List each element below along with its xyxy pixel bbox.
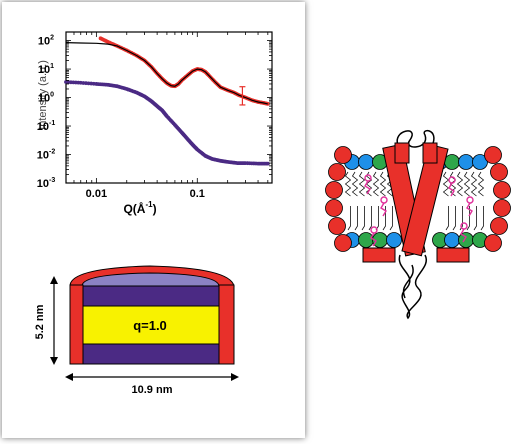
- amphipathic-helix-right: [436, 247, 470, 263]
- lipid-tail: [470, 171, 478, 197]
- plot-area: [65, 31, 273, 184]
- lipid-tail: [456, 171, 464, 197]
- fluorescent-lipid-labels: [364, 174, 474, 247]
- height-arrow-head-bottom: [50, 357, 58, 365]
- y-tick-label: 102: [38, 35, 54, 48]
- lipid-tail: [442, 171, 450, 197]
- head-group-top: [472, 154, 488, 170]
- width-arrow-head-right: [231, 373, 239, 381]
- plot-ticks: 0.01 0.1 102 101 100 10-1 10-2 10-3: [37, 31, 272, 200]
- protein-helix-right: [401, 143, 449, 257]
- lipid-tail: [358, 171, 366, 197]
- lipid-probe: [460, 222, 468, 243]
- protein-cap-left: [394, 142, 410, 164]
- plot-series: [64, 36, 270, 166]
- lipid-tail: [379, 171, 387, 197]
- lipid-probe: [364, 174, 372, 195]
- belt-bead: [328, 217, 346, 235]
- head-group-bottom: [458, 232, 474, 248]
- lipid-tail: [386, 171, 394, 197]
- x-axis-label: Q(Å-1): [123, 200, 156, 216]
- width-label: 10.9 nm: [132, 384, 173, 396]
- error-bar: [239, 86, 246, 106]
- lipid-tail: [389, 206, 393, 231]
- head-group-bottom: [386, 232, 402, 248]
- series-2: [64, 80, 270, 166]
- protein-loop-bottom: [398, 254, 428, 320]
- lipid-tail: [452, 206, 456, 231]
- y-tick-label: 100: [38, 92, 54, 105]
- plot-frame: [65, 31, 273, 184]
- protein-loop-top: [396, 129, 435, 148]
- lipid-tail: [375, 206, 379, 231]
- x-tick-label: 0.1: [190, 188, 205, 200]
- y-tick-label: 10-1: [37, 120, 56, 133]
- height-arrow-head-top: [50, 276, 58, 284]
- data-point: [265, 101, 270, 106]
- lipid-probe: [380, 196, 388, 217]
- height-label: 5.2 nm: [34, 304, 46, 339]
- y-tick-label: 10-2: [37, 149, 56, 162]
- belt-bead: [328, 163, 346, 181]
- belt-bead: [325, 199, 343, 217]
- data-point: [265, 161, 270, 166]
- belt-bead: [493, 181, 511, 199]
- head-group-top: [444, 154, 460, 170]
- y-axis-label: Intensity (a.u.): [37, 60, 49, 130]
- lipid-tail: [361, 206, 365, 231]
- protein-cap-right: [422, 142, 438, 164]
- lipid-tail: [372, 171, 380, 197]
- lipid-core: [82, 305, 220, 345]
- y-tick-label: 10-3: [37, 177, 56, 190]
- belt-bead: [334, 234, 352, 252]
- scaffold-belt-beads: [325, 146, 511, 252]
- lipid-tail: [354, 206, 358, 231]
- head-group-top: [458, 154, 474, 170]
- lipid-tail: [347, 206, 351, 231]
- lipid-tail: [480, 206, 484, 231]
- lipid-tail: [459, 206, 463, 231]
- belt-bead: [484, 234, 502, 252]
- belt-bead: [334, 146, 352, 164]
- fit-curve: [65, 42, 268, 105]
- core-label: q=1.0: [133, 318, 167, 333]
- belt-bead: [325, 181, 343, 199]
- lipid-tail: [473, 206, 477, 231]
- lipid-tail: [463, 171, 471, 197]
- x-tick-label: 0.01: [86, 188, 107, 200]
- lipid-tails: [344, 171, 485, 231]
- width-arrow-head-left: [65, 373, 73, 381]
- belt-bead: [484, 146, 502, 164]
- bottom-headgroup-layer: [82, 343, 220, 365]
- lipid-tail: [477, 171, 485, 197]
- lipid-probe: [370, 226, 378, 247]
- head-group-bottom: [358, 232, 374, 248]
- belt-bead: [490, 217, 508, 235]
- lipid-tail: [351, 171, 359, 197]
- lipid-tail: [445, 206, 449, 231]
- y-tick-label: 101: [38, 63, 54, 76]
- lipid-tail: [449, 171, 457, 197]
- top-cap: [81, 272, 220, 287]
- lipid-tail: [344, 171, 352, 197]
- head-group-bottom: [444, 232, 460, 248]
- lipid-probe: [448, 176, 456, 197]
- amphipathic-helix-left: [362, 247, 396, 263]
- belt-bead: [490, 163, 508, 181]
- series-1: [65, 42, 268, 105]
- belt-bead: [493, 199, 511, 217]
- lipid-probe: [466, 196, 474, 217]
- lipid-tail: [368, 206, 372, 231]
- head-group-top: [358, 154, 374, 170]
